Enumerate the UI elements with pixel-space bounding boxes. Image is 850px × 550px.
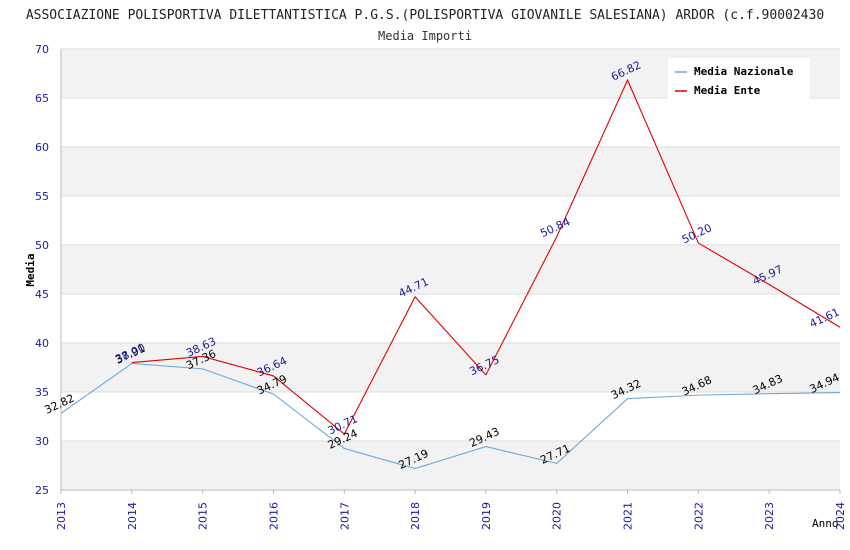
y-tick-label: 65 <box>35 92 49 105</box>
plot-bands <box>61 49 840 490</box>
series-line-media-ente <box>131 78 841 435</box>
y-tick-label: 40 <box>35 337 49 350</box>
plot-band <box>61 245 840 294</box>
series-line-media-nazionale <box>60 362 841 470</box>
y-tick-label: 55 <box>35 190 49 203</box>
legend-label-media-nazionale: Media Nazionale <box>694 65 794 78</box>
plot-band <box>61 441 840 490</box>
y-tick-label: 35 <box>35 386 49 399</box>
legend-box <box>668 58 810 102</box>
y-tick-label: 25 <box>35 484 49 497</box>
x-tick-label: 2016 <box>267 502 280 530</box>
x-tick-label: 2015 <box>197 502 210 530</box>
y-tick-labels: 25 30 35 40 45 50 55 60 65 70 <box>35 43 49 497</box>
x-tick-label: 2017 <box>338 502 351 530</box>
data-label: 41.61 <box>807 306 841 331</box>
legend-label-media-ente: Media Ente <box>694 84 761 97</box>
series-lines <box>60 78 841 470</box>
x-tick-label: 2014 <box>126 502 139 530</box>
chart-subtitle: Media Importi <box>378 29 472 43</box>
x-tick-label: 2013 <box>55 502 68 530</box>
y-tick-label: 50 <box>35 239 49 252</box>
y-tick-label: 30 <box>35 435 49 448</box>
x-tick-label: 2023 <box>763 502 776 530</box>
x-tick-label: 2021 <box>622 502 635 530</box>
x-tick-label: 2018 <box>409 502 422 530</box>
x-tick-labels: 2013 2014 2015 2016 2017 2018 2019 2020 2021 2022… <box>55 502 847 530</box>
legend: Media Nazionale Media Ente <box>668 58 810 102</box>
axes <box>60 49 841 494</box>
data-label: 50.84 <box>538 215 572 240</box>
x-tick-label: 2024 <box>834 502 847 530</box>
x-tick-label: 2020 <box>551 502 564 530</box>
y-tick-label: 45 <box>35 288 49 301</box>
x-tick-label: 2019 <box>480 502 493 530</box>
y-axis-label: Media <box>24 253 37 286</box>
data-label: 50.20 <box>680 221 714 246</box>
y-tick-label: 60 <box>35 141 49 154</box>
chart-title: ASSOCIAZIONE POLISPORTIVA DILETTANTISTIC… <box>26 8 824 23</box>
y-tick-label: 70 <box>35 43 49 56</box>
x-tick-label: 2022 <box>692 502 705 530</box>
grid-lines <box>61 48 840 491</box>
plot-band <box>61 147 840 196</box>
x-axis-label: Anno <box>812 517 839 530</box>
